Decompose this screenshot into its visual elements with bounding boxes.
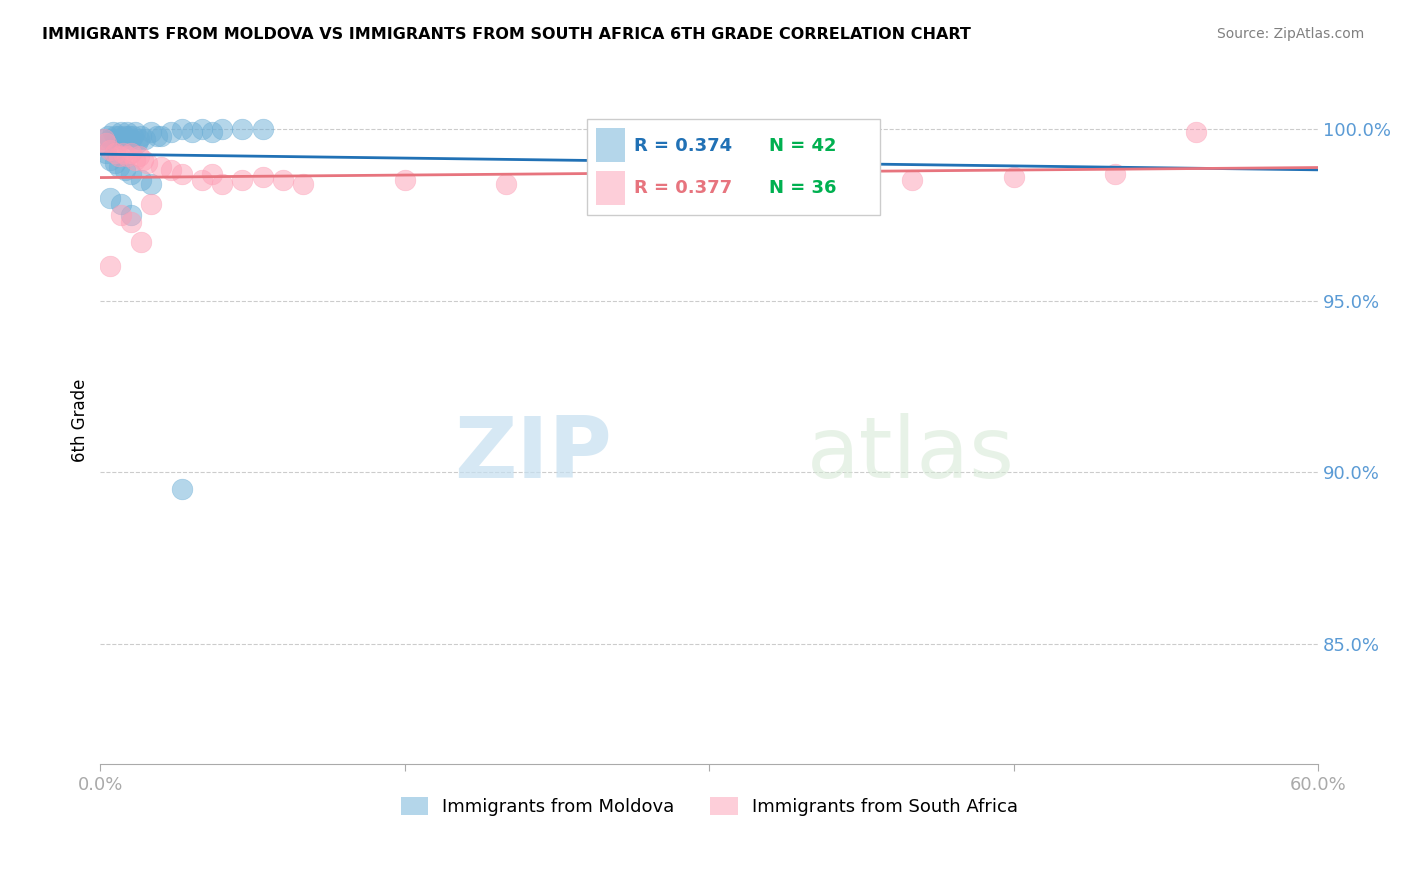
Point — [93, 132, 115, 146]
Point — [201, 167, 224, 181]
Point — [231, 173, 253, 187]
Point — [107, 160, 129, 174]
Point — [697, 173, 720, 187]
Point — [129, 173, 152, 187]
Point — [110, 197, 132, 211]
Point — [160, 163, 183, 178]
Point — [132, 153, 155, 167]
Point — [180, 125, 202, 139]
Y-axis label: 6th Grade: 6th Grade — [72, 379, 89, 462]
Point — [125, 136, 148, 150]
Point — [124, 153, 146, 167]
Text: ZIP: ZIP — [454, 414, 612, 497]
Point — [93, 132, 115, 146]
Point — [96, 136, 118, 150]
Point — [136, 156, 159, 170]
Point — [160, 125, 183, 139]
Point — [495, 177, 517, 191]
Point — [146, 128, 169, 143]
Point — [115, 149, 138, 163]
Point — [121, 128, 143, 143]
Point — [128, 132, 150, 146]
Point — [139, 125, 162, 139]
Point — [120, 145, 142, 160]
Point — [252, 169, 274, 184]
Point — [118, 128, 141, 143]
Point — [1104, 167, 1126, 181]
Point — [394, 173, 416, 187]
Point — [103, 145, 125, 160]
Point — [211, 177, 233, 191]
Point — [120, 132, 142, 146]
Point — [150, 160, 173, 174]
Point — [111, 145, 134, 160]
Text: IMMIGRANTS FROM MOLDOVA VS IMMIGRANTS FROM SOUTH AFRICA 6TH GRADE CORRELATION CH: IMMIGRANTS FROM MOLDOVA VS IMMIGRANTS FR… — [42, 27, 972, 42]
Point — [100, 143, 122, 157]
Point — [139, 197, 162, 211]
Point — [211, 122, 233, 136]
Point — [128, 149, 150, 163]
Point — [103, 156, 125, 170]
Point — [100, 153, 122, 167]
Point — [191, 173, 214, 187]
Point — [101, 125, 124, 139]
Point — [1002, 169, 1025, 184]
Text: atlas: atlas — [807, 414, 1015, 497]
Point — [100, 259, 122, 273]
Point — [150, 128, 173, 143]
Point — [1185, 125, 1208, 139]
Point — [120, 167, 142, 181]
Point — [271, 173, 294, 187]
Point — [103, 128, 125, 143]
Point — [110, 125, 132, 139]
Point — [107, 149, 129, 163]
Point — [100, 190, 122, 204]
Text: Source: ZipAtlas.com: Source: ZipAtlas.com — [1216, 27, 1364, 41]
Point — [170, 167, 193, 181]
Point — [120, 208, 142, 222]
Legend: Immigrants from Moldova, Immigrants from South Africa: Immigrants from Moldova, Immigrants from… — [394, 789, 1025, 823]
Point — [96, 145, 118, 160]
Point — [111, 132, 134, 146]
Point — [800, 169, 823, 184]
Point — [129, 128, 152, 143]
Point — [191, 122, 214, 136]
Point — [170, 122, 193, 136]
Point — [596, 173, 619, 187]
Point — [105, 132, 128, 146]
Point — [129, 235, 152, 249]
Point — [292, 177, 315, 191]
Point — [100, 132, 122, 146]
Point — [170, 483, 193, 497]
Point — [110, 208, 132, 222]
Point — [201, 125, 224, 139]
Point — [97, 128, 120, 143]
Point — [134, 132, 156, 146]
Point — [114, 163, 136, 178]
Point — [120, 214, 142, 228]
Point — [107, 128, 129, 143]
Point — [252, 122, 274, 136]
Point — [901, 173, 924, 187]
Point — [124, 125, 146, 139]
Point — [114, 128, 136, 143]
Point — [115, 125, 138, 139]
Point — [139, 177, 162, 191]
Point — [231, 122, 253, 136]
